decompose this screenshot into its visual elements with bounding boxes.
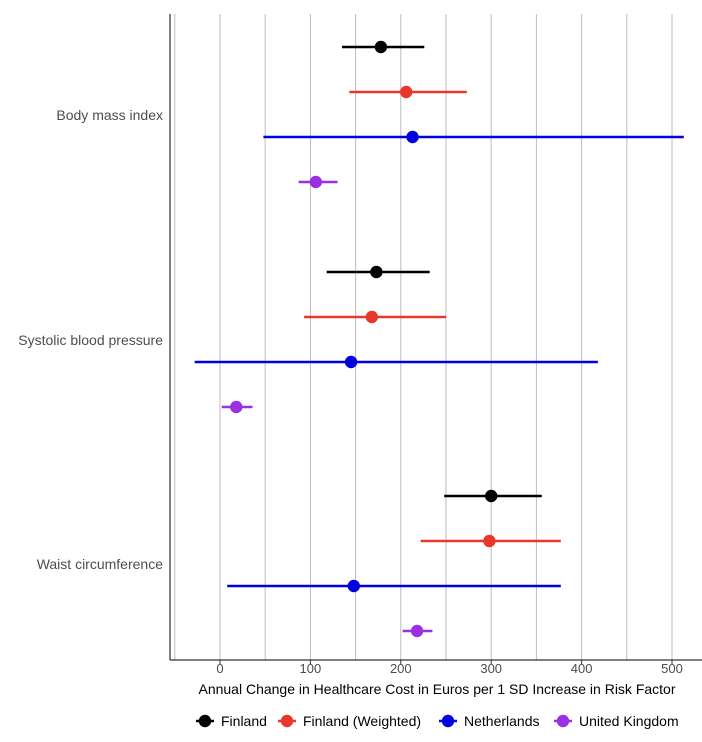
point-estimate bbox=[483, 534, 496, 548]
x-tick-label: 200 bbox=[390, 661, 412, 676]
point-estimate bbox=[344, 355, 358, 369]
x-tick-label: 0 bbox=[216, 661, 223, 676]
legend-key-point bbox=[198, 714, 212, 728]
legend-key-point bbox=[556, 714, 570, 728]
point-estimate bbox=[400, 85, 413, 99]
point-estimate bbox=[365, 310, 379, 324]
x-tick-label: 400 bbox=[571, 661, 593, 676]
legend-key-point bbox=[441, 714, 455, 728]
point-estimate bbox=[309, 175, 323, 189]
category-label: Systolic blood pressure bbox=[18, 332, 163, 348]
point-estimate bbox=[374, 40, 388, 54]
legend-label: Finland bbox=[221, 713, 267, 729]
x-tick-label: 300 bbox=[480, 661, 502, 676]
legend-label: United Kingdom bbox=[579, 713, 679, 729]
axis-lines bbox=[169, 14, 702, 661]
category-label: Waist circumference bbox=[37, 556, 164, 572]
point-estimate bbox=[406, 130, 419, 144]
x-tick-label: 500 bbox=[661, 661, 683, 676]
grid-lines bbox=[174, 14, 673, 660]
category-label: Body mass index bbox=[56, 107, 163, 123]
legend-key-point bbox=[280, 714, 294, 728]
point-estimate bbox=[410, 624, 424, 638]
category-labels: Body mass index Systolic blood pressure Wa… bbox=[18, 107, 163, 572]
data-marks bbox=[194, 40, 684, 638]
x-tick-labels: 0 100 200 300 400 500 bbox=[216, 660, 683, 676]
x-tick-label: 100 bbox=[300, 661, 322, 676]
point-estimate bbox=[347, 579, 360, 593]
x-axis-title: Annual Change in Healthcare Cost in Euro… bbox=[198, 681, 675, 697]
legend: Finland Finland (Weighted) Netherlands Unit… bbox=[196, 713, 679, 729]
legend-label: Finland (Weighted) bbox=[303, 713, 421, 729]
point-estimate bbox=[230, 400, 243, 414]
point-estimate bbox=[485, 489, 498, 503]
legend-label: Netherlands bbox=[464, 713, 540, 729]
point-estimate bbox=[370, 265, 383, 279]
